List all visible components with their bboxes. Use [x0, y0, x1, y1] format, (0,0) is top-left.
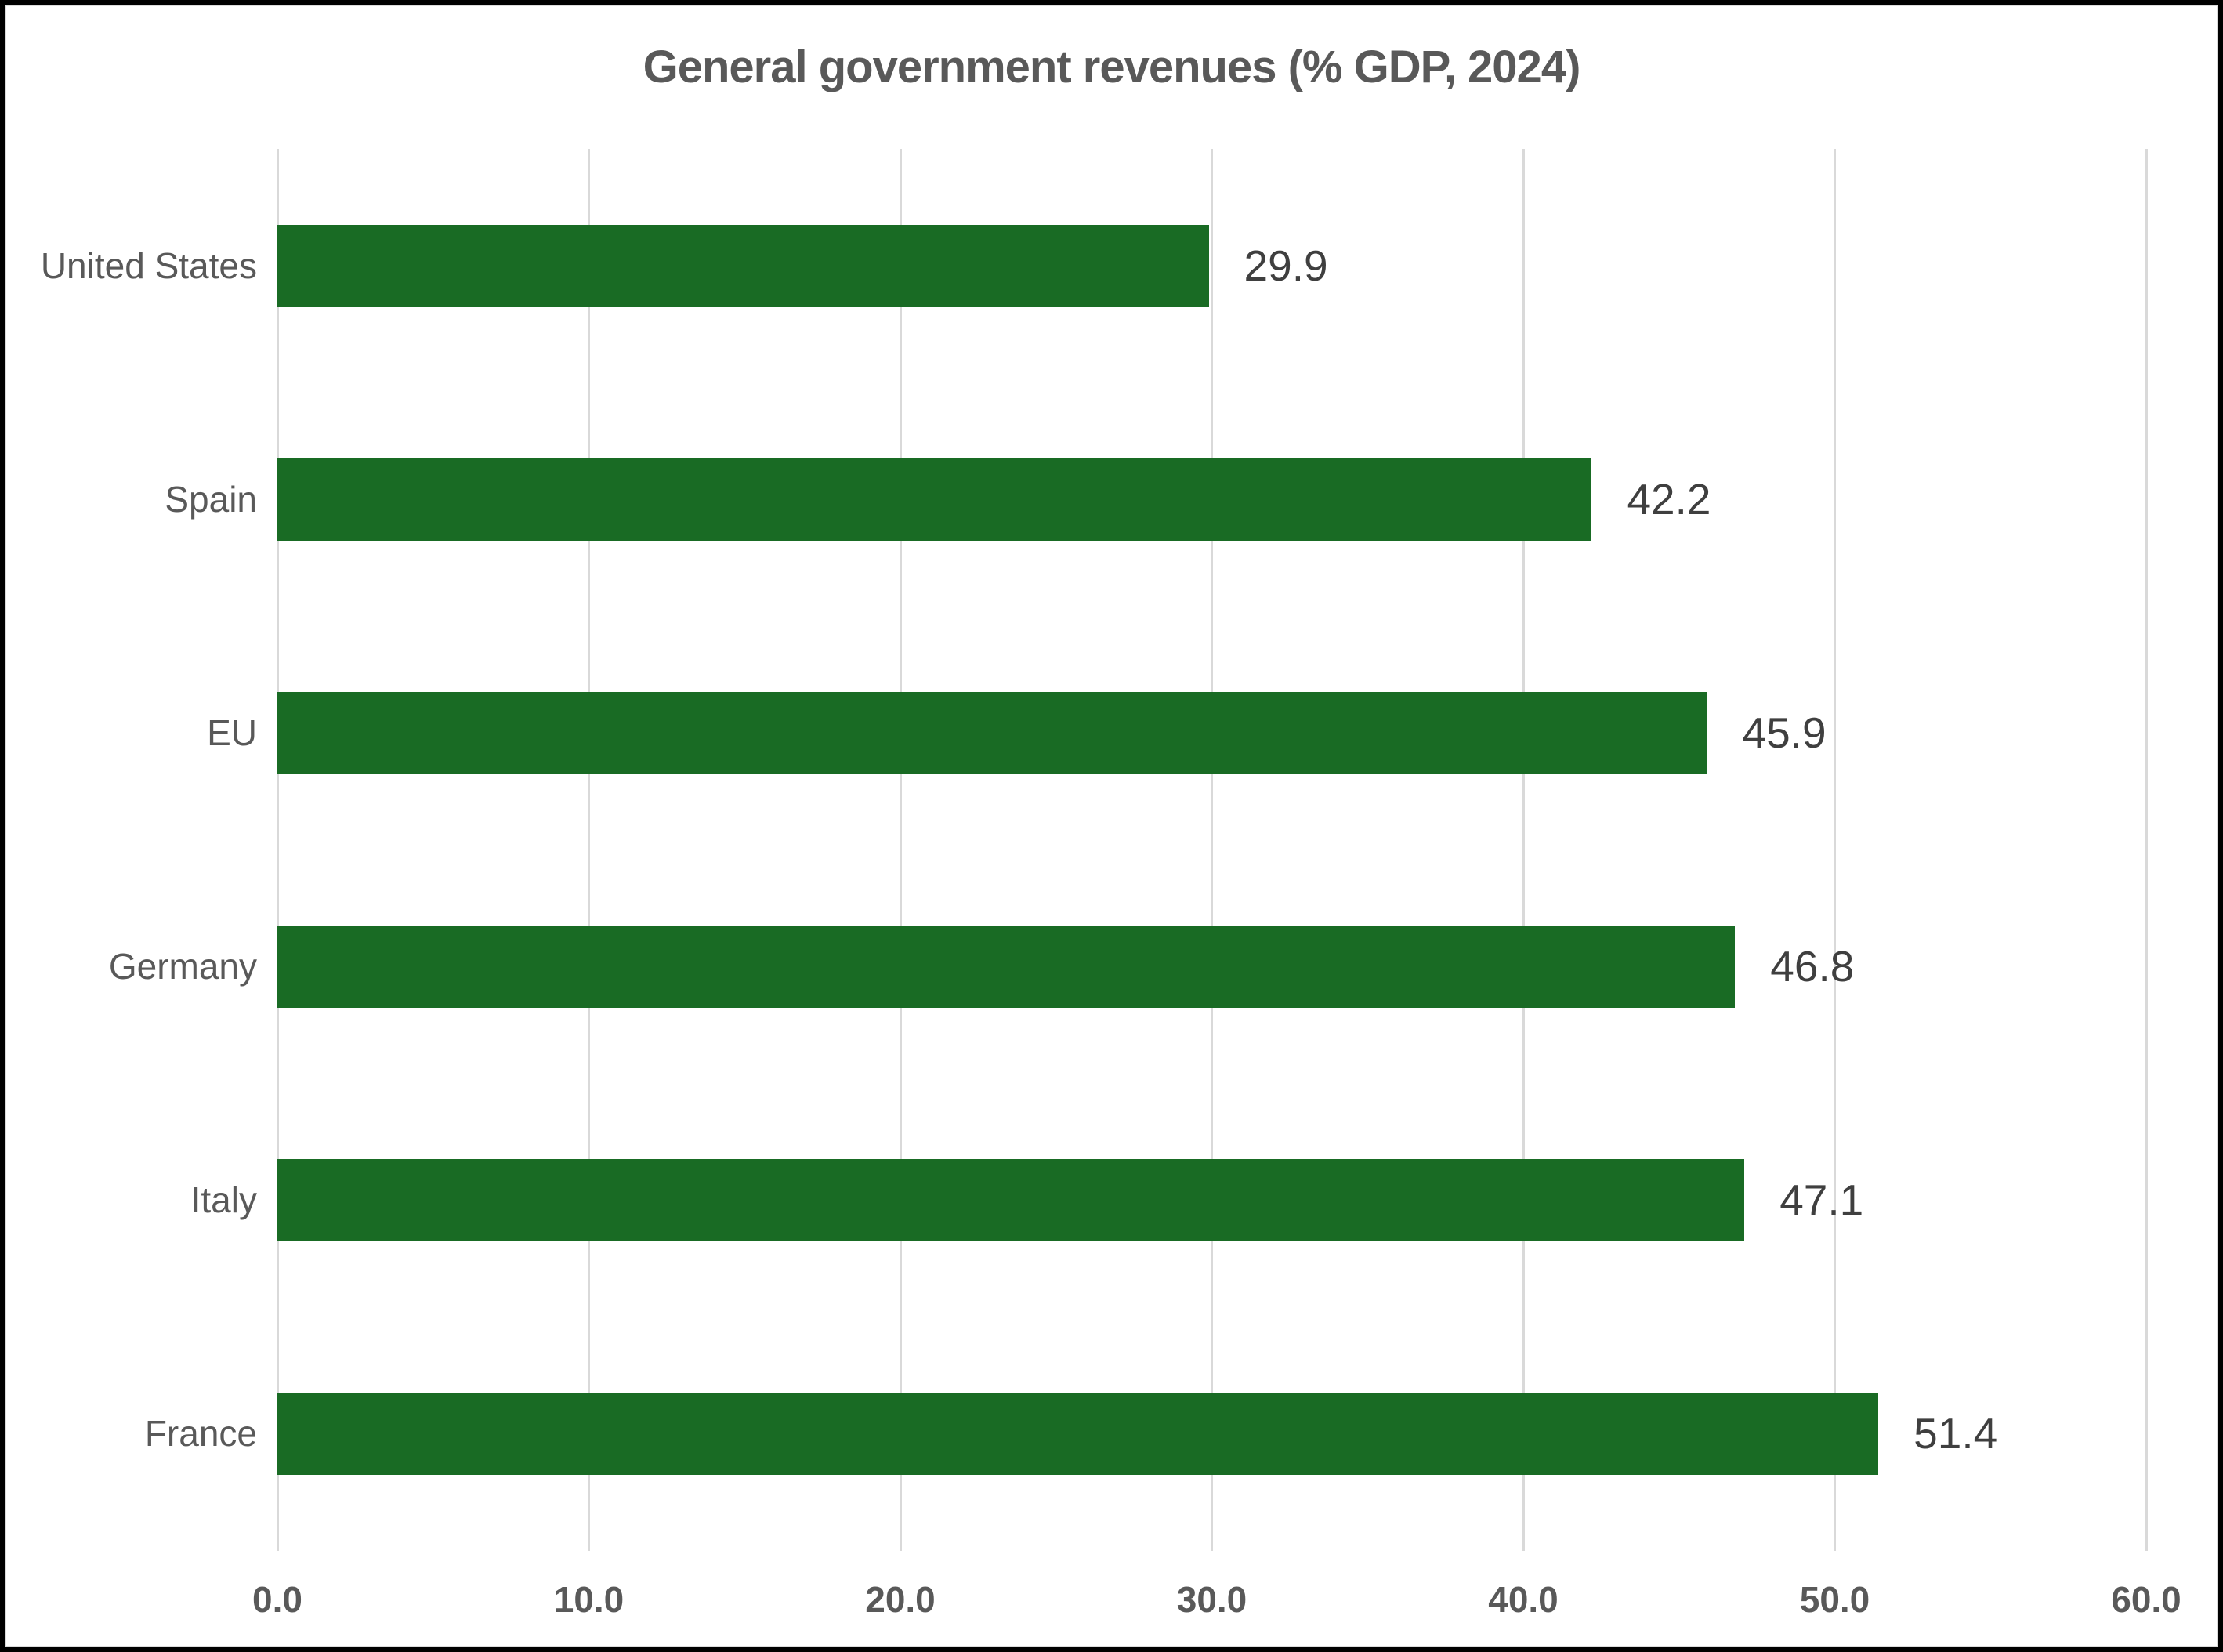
x-axis-tick-label: 40.0	[1488, 1579, 1559, 1620]
bar	[277, 926, 1736, 1009]
chart-title: General government revenues (% GDP, 2024…	[643, 42, 1581, 92]
x-axis-tick-label: 20.0	[865, 1579, 936, 1620]
gridline-50.0	[1834, 149, 1836, 1551]
x-axis-tick-label: 60.0	[2111, 1579, 2181, 1620]
gridline-40.0	[1522, 149, 1525, 1551]
category-label: Germany	[108, 946, 257, 987]
category-label: United States	[40, 245, 257, 286]
bar	[277, 691, 1707, 774]
gridline-10.0	[588, 149, 590, 1551]
bar	[277, 1393, 1879, 1476]
gridline-60.0	[2145, 149, 2148, 1551]
x-axis-tick-label: 50.0	[1799, 1579, 1870, 1620]
value-label: 45.9	[1742, 708, 1827, 757]
value-label: 46.8	[1770, 942, 1855, 991]
category-label: Spain	[165, 478, 257, 520]
value-label: 29.9	[1244, 241, 1328, 290]
gridline-30.0	[1211, 149, 1213, 1551]
category-label: Italy	[190, 1179, 257, 1221]
x-axis-tick-label: 30.0	[1176, 1579, 1247, 1620]
gridline-20.0	[899, 149, 902, 1551]
x-axis-tick-label: 0.0	[252, 1579, 302, 1620]
x-axis-tick-label: 10.0	[553, 1579, 625, 1620]
category-label: France	[144, 1413, 257, 1455]
value-label: 42.2	[1627, 474, 1711, 523]
bar	[277, 1159, 1745, 1242]
value-label: 51.4	[1913, 1409, 1998, 1458]
bar	[277, 458, 1592, 541]
gridline-0.0	[276, 149, 279, 1551]
category-label: EU	[207, 712, 257, 753]
bar	[277, 224, 1209, 307]
value-label: 47.1	[1779, 1176, 1864, 1225]
